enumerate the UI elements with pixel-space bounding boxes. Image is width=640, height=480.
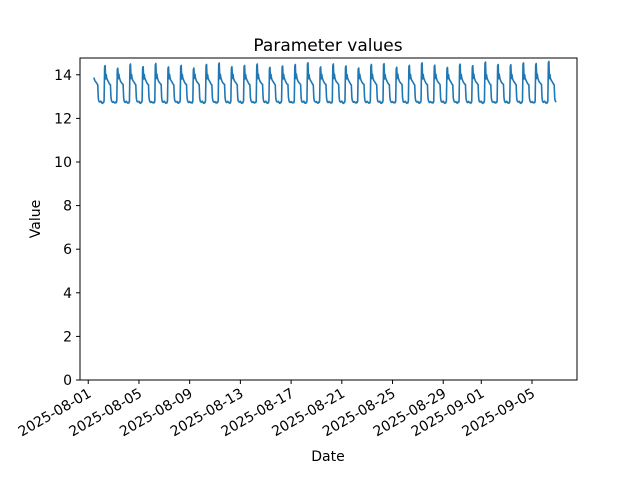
data-line-parameter (93, 60, 557, 105)
y-tick-label: 12 (54, 111, 72, 127)
axes-spines (79, 57, 578, 381)
y-tick-label: 14 (54, 68, 72, 84)
y-axis-label: Value (28, 200, 44, 238)
y-tick-label: 4 (63, 286, 72, 302)
chart-title: Parameter values (253, 36, 402, 56)
y-tick-label: 8 (63, 199, 72, 215)
y-tick-label: 10 (54, 155, 72, 171)
y-tick-label: 6 (63, 242, 72, 258)
x-axis-label: Date (311, 449, 344, 465)
y-tick-label: 0 (63, 373, 72, 389)
plot-area: 024681012142025-08-012025-08-052025-08-0… (16, 57, 578, 440)
y-tick-label: 2 (63, 329, 72, 345)
